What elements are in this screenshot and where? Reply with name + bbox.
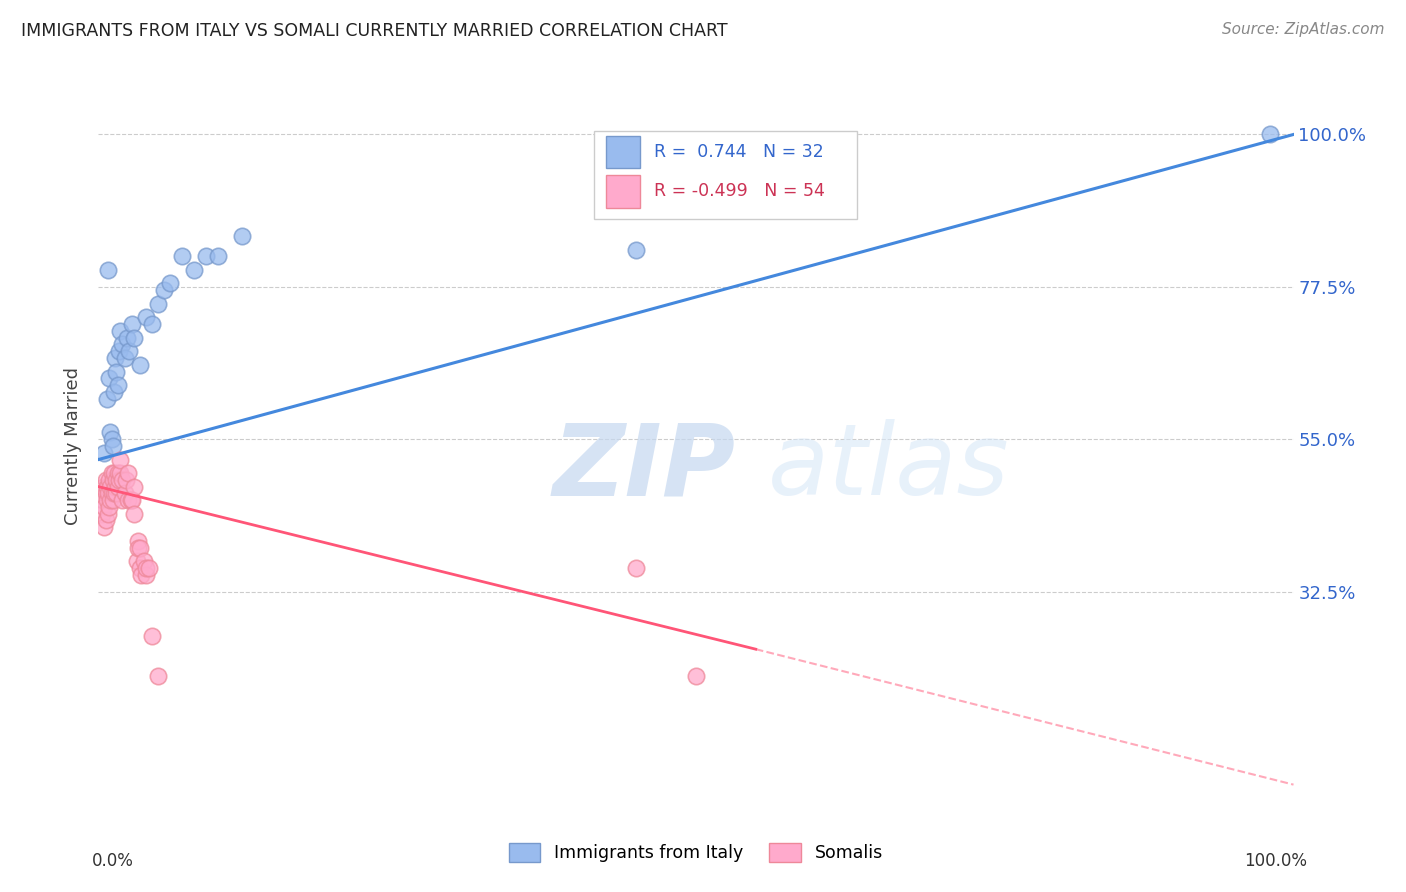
Point <box>96 480 118 494</box>
Point <box>98 425 122 440</box>
Point <box>98 473 121 487</box>
Text: R = -0.499   N = 54: R = -0.499 N = 54 <box>654 183 825 201</box>
Point <box>91 493 114 508</box>
Point <box>94 486 117 500</box>
Point <box>103 384 125 399</box>
Point <box>626 561 648 575</box>
Point <box>93 446 115 460</box>
Point <box>207 249 229 263</box>
Text: ZIP: ZIP <box>553 419 735 516</box>
Point <box>141 317 163 331</box>
Point <box>108 324 131 338</box>
Point <box>100 486 122 500</box>
Point <box>131 567 153 582</box>
Point <box>141 629 163 643</box>
Text: 100.0%: 100.0% <box>1244 852 1308 870</box>
Point <box>105 364 128 378</box>
Point <box>685 669 707 683</box>
Point <box>135 310 157 325</box>
Point <box>135 567 157 582</box>
Point <box>111 493 134 508</box>
Point <box>127 541 149 555</box>
Point <box>101 473 124 487</box>
Point <box>97 263 120 277</box>
Point <box>129 561 152 575</box>
Text: R =  0.744   N = 32: R = 0.744 N = 32 <box>654 143 824 161</box>
Point <box>107 378 129 392</box>
Point <box>91 480 114 494</box>
Point <box>108 466 131 480</box>
Bar <box>606 136 640 169</box>
Point <box>100 466 122 480</box>
Text: atlas: atlas <box>768 419 1010 516</box>
Text: 0.0%: 0.0% <box>91 852 134 870</box>
Point <box>104 351 127 365</box>
Point <box>111 473 134 487</box>
Point <box>127 533 149 548</box>
FancyBboxPatch shape <box>595 131 858 219</box>
Point <box>98 500 121 514</box>
Point <box>121 317 143 331</box>
Point <box>114 351 136 365</box>
Point <box>159 277 181 291</box>
Point <box>91 507 114 521</box>
Point <box>93 500 115 514</box>
Point <box>108 452 131 467</box>
Point <box>1258 128 1281 142</box>
Point <box>101 493 124 508</box>
Point <box>97 507 120 521</box>
Point <box>117 493 139 508</box>
Point <box>94 473 117 487</box>
Point <box>96 493 118 508</box>
Point <box>125 554 148 568</box>
Point <box>129 358 152 372</box>
Point <box>103 486 125 500</box>
Point <box>100 432 122 446</box>
Legend: Immigrants from Italy, Somalis: Immigrants from Italy, Somalis <box>502 836 890 869</box>
Point <box>120 493 142 508</box>
Point <box>117 466 139 480</box>
Y-axis label: Currently Married: Currently Married <box>65 367 83 525</box>
Point <box>115 473 138 487</box>
Point <box>148 669 170 683</box>
Point <box>94 514 117 528</box>
Point <box>195 249 218 263</box>
Point <box>118 344 141 359</box>
Text: Source: ZipAtlas.com: Source: ZipAtlas.com <box>1222 22 1385 37</box>
Point <box>105 486 128 500</box>
Point <box>135 561 157 575</box>
Point <box>107 344 129 359</box>
Point <box>148 297 170 311</box>
Point <box>98 493 122 508</box>
Point <box>231 229 253 244</box>
Point <box>107 480 129 494</box>
Point <box>153 283 176 297</box>
Point <box>103 466 125 480</box>
Point <box>138 561 160 575</box>
Point <box>183 263 205 277</box>
Text: IMMIGRANTS FROM ITALY VS SOMALI CURRENTLY MARRIED CORRELATION CHART: IMMIGRANTS FROM ITALY VS SOMALI CURRENTL… <box>21 22 728 40</box>
Point <box>626 243 648 257</box>
Point <box>121 493 143 508</box>
Point <box>98 371 121 385</box>
Point <box>101 439 124 453</box>
Point <box>105 473 128 487</box>
Point <box>107 473 129 487</box>
Point <box>97 486 120 500</box>
Point <box>124 507 146 521</box>
Point <box>107 466 129 480</box>
Point <box>93 520 115 534</box>
Point <box>132 554 155 568</box>
Point <box>96 392 118 406</box>
Point <box>124 480 146 494</box>
Point <box>104 480 127 494</box>
Point <box>114 486 136 500</box>
Point <box>111 337 134 351</box>
Point <box>129 541 152 555</box>
Point <box>172 249 194 263</box>
Point <box>98 480 122 494</box>
Bar <box>606 175 640 208</box>
Point <box>124 331 146 345</box>
Point <box>115 331 138 345</box>
